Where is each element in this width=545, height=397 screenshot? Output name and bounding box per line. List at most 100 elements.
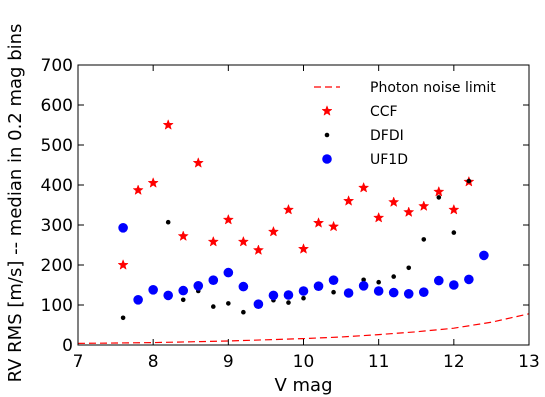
data-point-ccf-2 [147,177,159,188]
series-photon-noise-limit [78,313,529,344]
data-point-uf1d-0 [118,223,128,233]
data-point-uf1d-20 [418,287,429,298]
data-point-ccf-1 [132,184,144,195]
data-point-uf1d-3 [163,290,173,301]
data-point-ccf-10 [267,225,280,237]
data-point-uf1d-5 [193,281,204,291]
x-tick-label-5: 12 [443,352,465,372]
data-point-ccf-14 [327,220,340,232]
x-tick-label-4: 11 [368,352,390,372]
legend-entry-ccf: CCF [321,104,398,120]
axes: 7 8 9 10 11 12 13 0 100 200 300 400 500 600 700 [41,56,540,372]
data-point-ccf-3 [162,119,174,130]
y-axis-label: RV RMS [m/s] -- median in 0.2 mag bins [5,24,26,383]
data-point-dfdi-4 [180,297,186,303]
data-point-uf1d-12 [298,286,309,296]
data-point-uf1d-1 [133,295,143,305]
data-point-uf1d-6 [208,275,219,286]
data-point-ccf-17 [373,211,385,223]
legend-entry-dfdi: DFDI [324,128,404,144]
data-point-ccf-4 [177,230,189,241]
data-point-ccf-16 [358,181,370,193]
legend: Photon noise limit CCF DFDI UF1D [314,80,496,168]
data-point-dfdi-16 [361,277,366,283]
data-point-dfdi-8 [241,309,246,315]
data-point-uf1d-10 [268,290,279,301]
legend-entry-uf1d: UF1D [322,152,408,168]
data-point-uf1d-15 [343,288,354,298]
data-point-uf1d-18 [388,287,399,298]
legend-label-photon-noise-limit: Photon noise limit [370,80,496,96]
x-tick-label-0: 7 [73,352,84,372]
y-tick-label-5: 500 [41,136,73,156]
data-point-dfdi-3 [165,219,171,225]
data-point-dfdi-22 [451,230,457,235]
data-point-ccf-8 [237,235,249,247]
data-point-dfdi-7 [226,301,231,306]
y-tick-label-7: 700 [41,56,73,76]
data-point-dfdi-20 [421,237,427,242]
y-tick-label-6: 600 [41,96,73,116]
data-point-dfdi-0 [120,315,126,321]
data-point-dfdi-21 [436,195,442,200]
data-point-dfdi-23 [466,178,472,184]
data-point-dfdi-17 [376,279,381,285]
data-point-ccf-0 [117,259,129,270]
x-tick-label-2: 9 [223,352,234,372]
y-tick-label-3: 300 [41,216,73,236]
data-point-uf1d-24 [479,250,489,261]
x-axis-label: V mag [274,375,332,396]
series-line-photon-noise-limit [78,313,529,344]
data-point-dfdi-11 [286,300,291,305]
data-point-uf1d-17 [373,286,384,296]
x-tick-label-1: 8 [148,352,159,372]
series-uf1d [118,223,489,310]
x-tick-label-3: 10 [293,352,315,372]
data-point-ccf-7 [222,213,234,225]
data-point-uf1d-21 [434,275,444,286]
data-point-ccf-5 [192,157,204,168]
y-tick-label-0: 0 [62,336,73,356]
legend-entry-photon-noise-limit: Photon noise limit [314,80,496,96]
data-point-ccf-12 [297,243,310,254]
legend-swatch-ccf [321,105,333,116]
data-point-ccf-21 [433,185,445,197]
data-point-ccf-13 [312,217,325,228]
data-point-dfdi-6 [211,304,216,309]
data-point-uf1d-16 [358,281,369,291]
data-point-uf1d-23 [464,274,474,285]
series-dfdi [120,178,472,321]
data-point-uf1d-13 [313,281,324,292]
x-tick-label-6: 13 [518,352,540,372]
data-point-uf1d-11 [283,290,294,300]
data-point-uf1d-19 [403,289,414,299]
data-point-uf1d-7 [223,267,234,278]
data-point-uf1d-22 [449,280,459,290]
data-point-ccf-6 [207,235,219,247]
y-tick-label-1: 100 [41,296,73,316]
data-point-ccf-15 [342,195,355,206]
data-point-dfdi-18 [391,274,397,279]
data-point-uf1d-8 [238,281,249,292]
data-point-ccf-18 [388,196,400,207]
plot-area [78,119,529,344]
legend-swatch-dfdi [324,132,330,138]
legend-swatch-uf1d [322,154,332,164]
legend-label-uf1d: UF1D [370,152,408,168]
data-point-uf1d-14 [328,275,339,286]
plot-frame [77,64,530,346]
legend-label-dfdi: DFDI [370,128,404,144]
data-point-ccf-19 [403,206,415,217]
data-point-ccf-9 [252,244,265,255]
legend-label-ccf: CCF [370,104,398,120]
data-point-uf1d-2 [148,285,158,295]
data-point-dfdi-14 [331,289,336,295]
data-point-uf1d-9 [253,299,264,310]
data-point-dfdi-12 [301,295,306,301]
data-point-ccf-22 [448,203,460,215]
data-point-dfdi-19 [406,265,412,271]
data-point-ccf-11 [282,203,295,215]
y-tick-label-4: 400 [41,176,73,196]
data-point-ccf-20 [418,200,430,211]
